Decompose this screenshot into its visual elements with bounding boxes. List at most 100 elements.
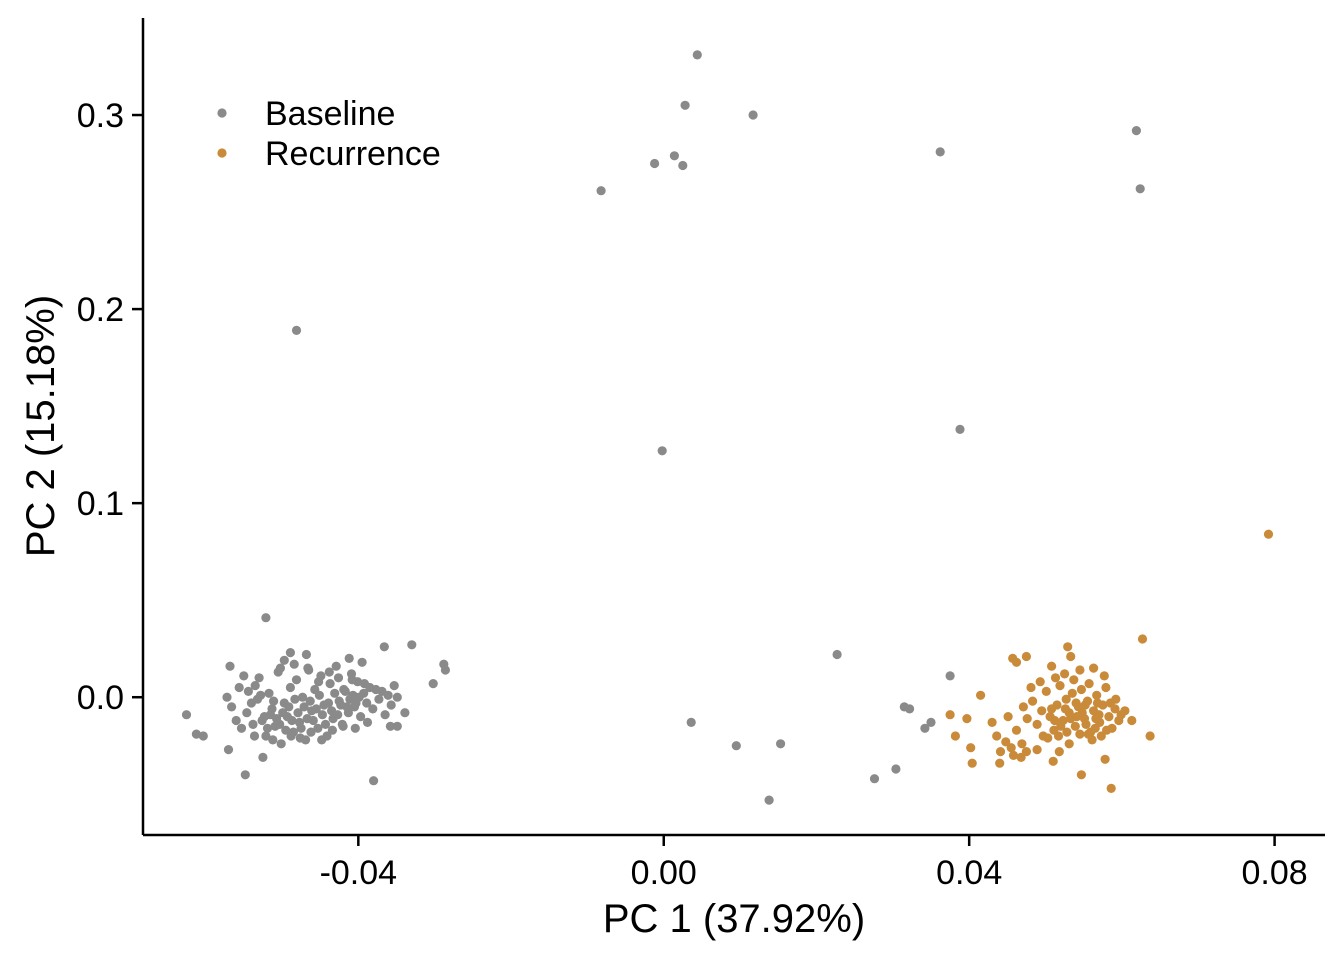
baseline-point [324,667,334,677]
baseline-point [286,731,296,741]
recurrence-point [1060,704,1070,714]
baseline-point [678,160,688,171]
baseline-point [285,682,295,693]
recurrence-point [1083,729,1093,739]
baseline-point [344,653,354,664]
baseline-point [748,110,758,120]
baseline-point [392,721,402,731]
baseline-point [926,717,936,728]
baseline-point [314,677,324,687]
recurrence-point [1026,682,1036,693]
baseline-point [249,731,260,741]
recurrence-point [1091,714,1101,724]
recurrence-point [1047,661,1057,671]
recurrence-point [1056,721,1066,731]
baseline-point [327,725,337,735]
recurrence-point [1102,725,1112,735]
baseline-point [869,774,880,784]
baseline-point [191,729,201,739]
recurrence-point [1116,710,1126,720]
baseline-point [333,673,344,683]
baseline-point [276,739,286,749]
y-axis-title: PC 2 (15.18%) [19,295,63,557]
baseline-point [380,710,390,720]
baseline-point [227,702,237,712]
legend-label-baseline: Baseline [265,95,395,133]
recurrence-point [1055,681,1065,691]
baseline-point [669,151,680,161]
baseline-point [298,692,308,702]
baseline-point [385,721,395,731]
x-tick-label: -0.04 [320,854,398,892]
axes-layer [141,18,1325,837]
baseline-point [325,679,335,689]
recurrence-point [1101,682,1111,693]
recurrence-point [1022,714,1032,724]
recurrence-point [1038,731,1048,741]
recurrence-point [1111,694,1121,704]
recurrence-point [1127,715,1137,726]
baseline-point [268,735,278,745]
baseline-point [905,704,915,714]
baseline-point [248,719,258,730]
recurrence-point [1145,731,1155,741]
recurrence-point [1100,754,1110,764]
recurrence-point [995,747,1006,757]
baseline-point [269,696,279,706]
legend-label-recurrence: Recurrence [265,135,441,173]
baseline-point [289,659,299,669]
baseline-point [314,690,324,700]
recurrence-point [1016,752,1026,763]
baseline-point [313,723,323,733]
recurrence-point [1069,675,1079,685]
baseline-point [935,147,945,157]
recurrence-point [1084,679,1094,689]
baseline-point [407,640,417,650]
baseline-point [347,675,357,685]
baseline-point [945,671,955,681]
recurrence-point [1047,704,1057,714]
baseline-point [250,681,260,691]
baseline-point [350,723,360,733]
baseline-point [354,692,364,702]
baseline-point [275,663,285,673]
x-tick-label: 0.04 [936,854,1002,892]
recurrence-point [1032,745,1042,755]
points-layer [181,50,1274,805]
baseline-point [392,692,402,702]
recurrence-point [1071,698,1081,708]
recurrence-point [950,731,961,741]
baseline-point [223,745,234,755]
baseline-point [323,698,334,708]
recurrence-point [1090,723,1100,733]
baseline-point [285,648,295,658]
baseline-point [374,694,384,704]
baseline-point [275,719,285,730]
legend-marker-baseline [217,108,227,118]
baseline-point [301,649,311,660]
baseline-point [383,690,393,700]
baseline-point [386,700,396,710]
baseline-point [776,739,786,749]
baseline-point [1131,126,1141,136]
baseline-point [234,682,244,693]
recurrence-point [1011,725,1022,735]
recurrence-point [1062,727,1072,737]
legend-marker-recurrence [217,148,227,158]
baseline-point [362,698,372,708]
baseline-point [262,723,273,733]
recurrence-point [1053,731,1064,741]
recurrence-point [1081,719,1091,730]
baseline-point [240,770,250,780]
baseline-point [338,721,348,731]
recurrence-point [1137,634,1148,644]
recurrence-point [1017,739,1027,749]
baseline-point [362,717,373,728]
recurrence-point [1041,686,1051,697]
baseline-point [342,702,352,712]
baseline-point [222,692,232,702]
recurrence-point [962,714,972,724]
baseline-point [440,665,450,675]
